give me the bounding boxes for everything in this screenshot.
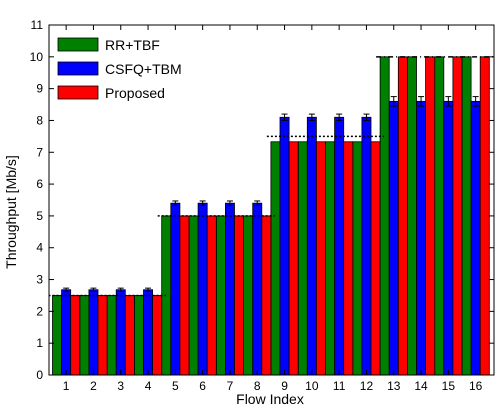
bar-rr-tbf-13 <box>379 56 390 376</box>
bar-proposed-15 <box>452 56 463 376</box>
x-tick-label-6: 6 <box>199 379 206 393</box>
y-tick-label-1: 1 <box>36 336 43 350</box>
x-tick-label-15: 15 <box>442 379 456 393</box>
y-tick-label-11: 11 <box>31 18 44 32</box>
x-tick-label-3: 3 <box>117 379 124 393</box>
bar-csfq-tbm-8 <box>252 202 263 376</box>
y-tick-label-7: 7 <box>36 145 43 159</box>
bar-proposed-14 <box>425 56 436 376</box>
y-tick-label-10: 10 <box>30 50 44 64</box>
x-tick-label-12: 12 <box>360 379 374 393</box>
bar-csfq-tbm-6 <box>197 202 208 376</box>
x-tick-label-1: 1 <box>63 379 70 393</box>
bar-rr-tbf-9 <box>270 141 281 376</box>
plot-frame <box>48 24 495 376</box>
bar-csfq-tbm-5 <box>170 202 181 376</box>
y-tick-label-8: 8 <box>36 113 43 127</box>
bar-csfq-tbm-7 <box>224 202 235 376</box>
bar-proposed-2 <box>97 295 108 376</box>
y-tick-label-2: 2 <box>36 304 43 318</box>
bar-rr-tbf-1 <box>52 295 63 376</box>
bar-proposed-12 <box>370 141 381 376</box>
x-tick-label-9: 9 <box>281 379 288 393</box>
bar-rr-tbf-12 <box>352 141 363 376</box>
legend-label-csfq-tbm: CSFQ+TBM <box>105 61 182 77</box>
bar-csfq-tbm-14 <box>416 100 427 376</box>
y-axis-label: Throughput [Mb/s] <box>3 155 19 269</box>
bar-csfq-tbm-10 <box>306 116 317 376</box>
y-tick-label-5: 5 <box>36 209 43 223</box>
bar-rr-tbf-10 <box>297 141 308 376</box>
bar-csfq-tbm-9 <box>279 116 290 376</box>
bar-proposed-5 <box>179 215 190 376</box>
bar-csfq-tbm-3 <box>115 289 126 376</box>
bar-csfq-tbm-12 <box>361 116 372 376</box>
x-tick-label-8: 8 <box>254 379 261 393</box>
y-tick-label-9: 9 <box>36 82 43 96</box>
bar-proposed-10 <box>315 141 326 376</box>
bar-csfq-tbm-15 <box>443 100 454 376</box>
bar-rr-tbf-11 <box>325 141 336 376</box>
bar-proposed-13 <box>397 56 408 376</box>
bar-csfq-tbm-16 <box>470 100 481 376</box>
bar-rr-tbf-2 <box>79 295 90 376</box>
legend-label-proposed: Proposed <box>105 85 165 101</box>
bar-csfq-tbm-11 <box>334 116 345 376</box>
x-axis-label: Flow Index <box>236 391 304 407</box>
bar-rr-tbf-7 <box>215 215 226 376</box>
bar-proposed-7 <box>234 215 245 376</box>
x-tick-label-16: 16 <box>469 379 483 393</box>
bar-proposed-1 <box>70 295 81 376</box>
bar-proposed-4 <box>152 295 163 376</box>
x-tick-label-7: 7 <box>227 379 234 393</box>
legend-swatch-csfq-tbm <box>57 61 99 76</box>
legend-swatch-proposed <box>57 85 99 100</box>
bar-rr-tbf-15 <box>434 56 445 376</box>
bar-csfq-tbm-4 <box>143 289 154 376</box>
x-tick-label-4: 4 <box>145 379 152 393</box>
x-tick-label-13: 13 <box>387 379 401 393</box>
bar-rr-tbf-14 <box>406 56 417 376</box>
bar-rr-tbf-6 <box>188 215 199 376</box>
bar-proposed-8 <box>261 215 272 376</box>
y-tick-label-0: 0 <box>36 368 43 382</box>
bar-csfq-tbm-1 <box>61 289 72 376</box>
bar-proposed-3 <box>124 295 135 376</box>
legend-label-rr-tbf: RR+TBF <box>105 37 160 53</box>
bar-rr-tbf-4 <box>133 295 144 376</box>
x-tick-label-14: 14 <box>414 379 428 393</box>
y-tick-label-3: 3 <box>36 273 43 287</box>
bar-proposed-11 <box>343 141 354 376</box>
y-tick-label-6: 6 <box>36 177 43 191</box>
legend-swatch-rr-tbf <box>57 37 99 52</box>
x-tick-label-11: 11 <box>333 379 346 393</box>
bar-proposed-16 <box>479 56 490 376</box>
bar-csfq-tbm-2 <box>88 289 99 376</box>
y-tick-label-4: 4 <box>36 241 43 255</box>
bar-rr-tbf-16 <box>461 56 472 376</box>
bar-proposed-6 <box>206 215 217 376</box>
x-tick-label-2: 2 <box>90 379 97 393</box>
bar-rr-tbf-5 <box>161 215 172 376</box>
x-tick-label-10: 10 <box>305 379 319 393</box>
bar-proposed-9 <box>288 141 299 376</box>
bar-rr-tbf-8 <box>243 215 254 376</box>
bar-csfq-tbm-13 <box>388 100 399 376</box>
x-tick-label-5: 5 <box>172 379 179 393</box>
bar-rr-tbf-3 <box>106 295 117 376</box>
